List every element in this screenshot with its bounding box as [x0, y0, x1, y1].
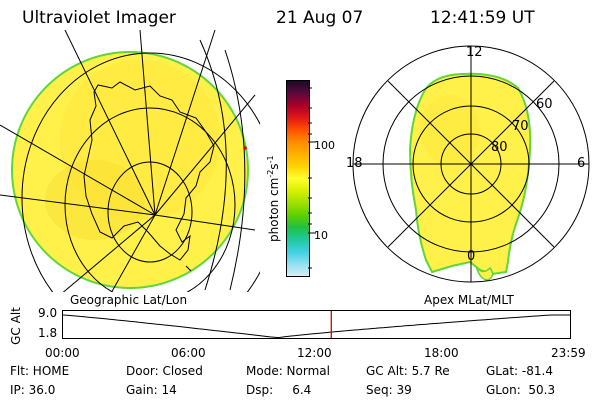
status-flt: Flt: HOME [10, 364, 70, 378]
apex-polar-plot [352, 45, 590, 283]
auroral-oval [408, 72, 532, 276]
mlt-label-0: 0 [467, 249, 476, 264]
colorbar-unit: photon cm-2s-1 [266, 155, 281, 242]
apex-panel-label: Apex MLat/MLT [424, 293, 514, 307]
alt-ymin: 1.8 [38, 326, 58, 340]
xtick-0000: 00:00 [45, 346, 80, 360]
status-glat: GLat: -81.4 [486, 364, 553, 378]
status-seq: Seq: 39 [366, 383, 412, 397]
status-glon: GLon: 50.3 [486, 383, 556, 397]
lat-label-80: 80 [491, 140, 508, 155]
status-door: Door: Closed [126, 364, 203, 378]
geo-panel-label: Geographic Lat/Lon [70, 293, 188, 307]
date-label: 21 Aug 07 [276, 8, 364, 28]
alt-ymax: 9.0 [38, 306, 58, 320]
status-gcalt: GC Alt: 5.7 Re [366, 364, 450, 378]
geographic-image [0, 30, 260, 292]
status-dsp: Dsp: 6.4 [246, 383, 312, 397]
status-gain: Gain: 14 [126, 383, 177, 397]
colorbar-tick-10: 10 [314, 229, 328, 242]
altitude-strip-plot [62, 310, 571, 339]
status-mode: Mode: Normal [246, 364, 330, 378]
alt-ylabel: GC Alt [9, 307, 23, 345]
mlt-label-12: 12 [466, 45, 483, 60]
xtick-0600: 06:00 [171, 346, 206, 360]
lat-label-60: 60 [536, 97, 553, 112]
mlt-label-18: 18 [346, 156, 363, 171]
xtick-1800: 18:00 [424, 346, 459, 360]
colorbar-tick-100: 100 [314, 139, 335, 152]
colorbar-ticks [308, 87, 316, 269]
lat-label-70: 70 [512, 119, 529, 134]
coastline [83, 81, 215, 261]
app-title: Ultraviolet Imager [22, 8, 176, 28]
mlt-label-6: 6 [577, 156, 586, 171]
xtick-1200: 12:00 [297, 346, 332, 360]
status-ip: IP: 36.0 [10, 383, 56, 397]
time-label: 12:41:59 UT [430, 8, 535, 28]
altitude-curve [62, 314, 570, 339]
xtick-2359: 23:59 [551, 346, 586, 360]
